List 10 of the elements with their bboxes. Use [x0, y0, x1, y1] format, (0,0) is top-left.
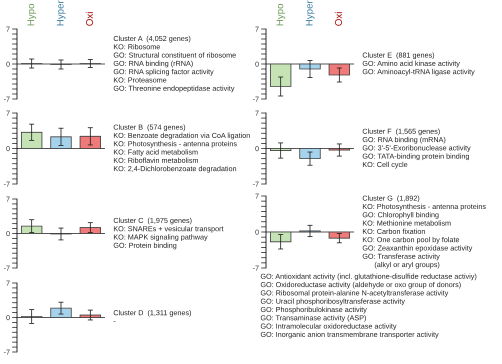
x-tick-label: Hyper — [306, 0, 315, 26]
x-tick-label: Hypo — [27, 4, 36, 26]
bar — [20, 226, 42, 234]
bar — [80, 314, 102, 318]
x-tick-label: Oxi — [86, 12, 93, 26]
x-tick-label: Hyper — [56, 0, 66, 26]
bar — [80, 227, 102, 234]
bar — [50, 308, 72, 318]
x-tick-label: Oxi — [334, 12, 342, 26]
x-tick-label: Hypo — [276, 4, 286, 26]
